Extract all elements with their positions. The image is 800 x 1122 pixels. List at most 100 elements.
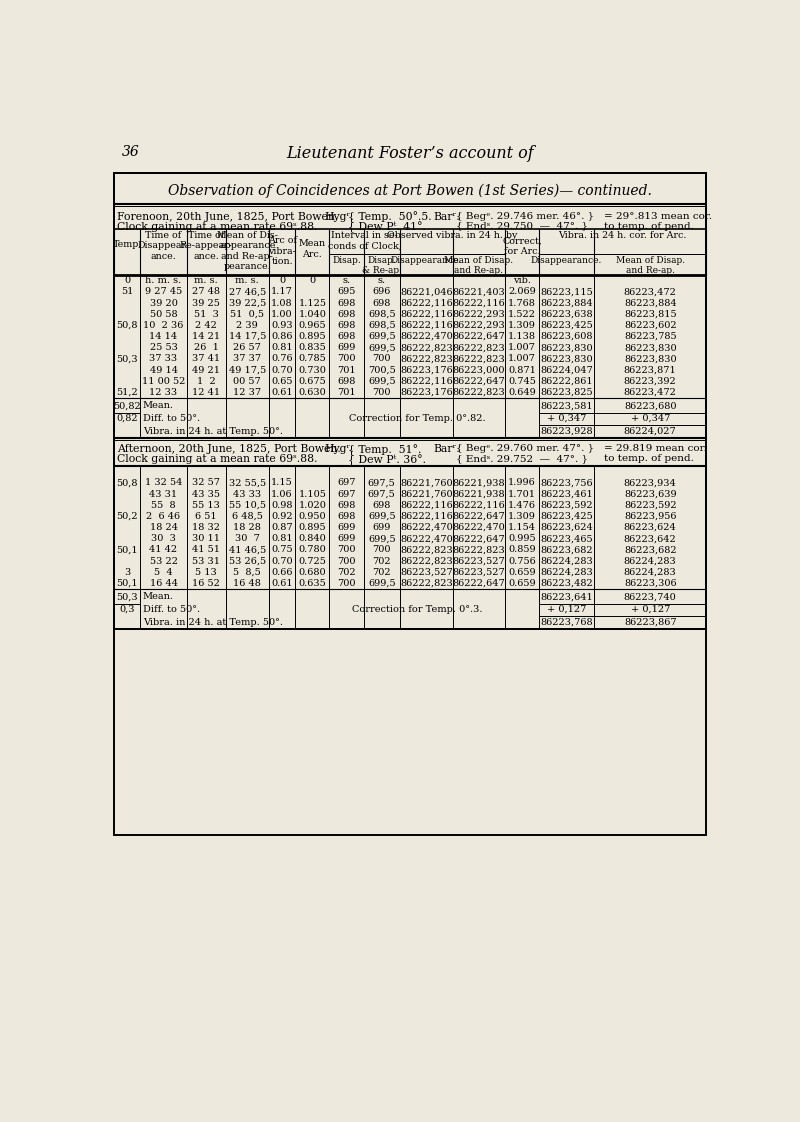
Text: + 0,347: + 0,347 (630, 414, 670, 423)
Text: 14 17,5: 14 17,5 (229, 332, 266, 341)
Text: 700: 700 (338, 557, 356, 565)
Text: 0.93: 0.93 (271, 321, 293, 330)
Text: 1.15: 1.15 (271, 478, 293, 487)
Text: 86222,470: 86222,470 (400, 523, 453, 532)
Text: 30  3: 30 3 (151, 534, 176, 543)
Text: 0.840: 0.840 (298, 534, 326, 543)
Text: Disappearance.: Disappearance. (531, 256, 602, 265)
Text: 49 17,5: 49 17,5 (229, 366, 266, 375)
Text: 1.00: 1.00 (271, 310, 293, 319)
Text: Mean of Dis-
appearance
and Re-ap-
pearance.: Mean of Dis- appearance and Re-ap- peara… (217, 231, 278, 272)
Text: 50,8: 50,8 (116, 321, 138, 330)
Text: 53 26,5: 53 26,5 (229, 557, 266, 565)
Text: 0.66: 0.66 (271, 568, 293, 577)
Text: 86222,116: 86222,116 (400, 321, 453, 330)
Text: 699,5: 699,5 (368, 534, 395, 543)
Text: 1.007: 1.007 (508, 355, 536, 364)
Text: 12 37: 12 37 (233, 388, 262, 397)
Text: 86223,830: 86223,830 (624, 343, 677, 352)
Text: 12 41: 12 41 (192, 388, 220, 397)
Text: 86222,116: 86222,116 (400, 310, 453, 319)
Text: vib.: vib. (513, 276, 531, 285)
Text: 86222,647: 86222,647 (453, 377, 506, 386)
Text: 699: 699 (338, 523, 356, 532)
Text: 16 52: 16 52 (192, 579, 220, 588)
Text: 86224,047: 86224,047 (540, 366, 593, 375)
Text: 00 57: 00 57 (234, 377, 261, 386)
Text: 39 25: 39 25 (192, 298, 220, 307)
Text: 0: 0 (279, 276, 285, 285)
Text: s.: s. (378, 276, 386, 285)
Text: Mean.: Mean. (142, 592, 174, 601)
Text: 86222,470: 86222,470 (453, 523, 506, 532)
Text: 16 44: 16 44 (150, 579, 178, 588)
Text: 698: 698 (338, 500, 356, 509)
Text: 86223,740: 86223,740 (624, 592, 677, 601)
Text: 1.476: 1.476 (508, 500, 536, 509)
Text: 700: 700 (338, 355, 356, 364)
Text: 27 48: 27 48 (192, 287, 220, 296)
Text: Hygʳ.: Hygʳ. (325, 212, 354, 222)
Text: 699: 699 (338, 534, 356, 543)
Text: 86223,815: 86223,815 (624, 310, 677, 319)
Text: 1.17: 1.17 (271, 287, 293, 296)
Text: 86223,527: 86223,527 (453, 557, 506, 565)
Text: to temp. of pend.: to temp. of pend. (604, 454, 694, 463)
Text: { Dew Pᵗ. 41°.: { Dew Pᵗ. 41°. (348, 222, 426, 233)
Text: 0.81: 0.81 (271, 343, 293, 352)
Text: 53 31: 53 31 (192, 557, 220, 565)
Text: 86222,823: 86222,823 (400, 579, 453, 588)
Text: 86223,472: 86223,472 (624, 388, 677, 397)
Text: Diff. to 50°.: Diff. to 50°. (142, 414, 200, 423)
Text: 1.125: 1.125 (298, 298, 326, 307)
Text: 86223,592: 86223,592 (624, 500, 677, 509)
Text: 86223,682: 86223,682 (624, 545, 677, 554)
Text: 86223,830: 86223,830 (540, 343, 593, 352)
Text: 51: 51 (121, 287, 134, 296)
Text: 3: 3 (124, 568, 130, 577)
Text: 25 53: 25 53 (150, 343, 178, 352)
Text: 86222,647: 86222,647 (453, 534, 506, 543)
Text: 86223,934: 86223,934 (624, 478, 677, 487)
Text: 0.75: 0.75 (271, 545, 293, 554)
Text: 5  8,5: 5 8,5 (234, 568, 261, 577)
Text: 86222,823: 86222,823 (453, 388, 506, 397)
Text: Afternoon, 20th June, 1825, Port Bowen.: Afternoon, 20th June, 1825, Port Bowen. (117, 444, 341, 454)
Text: 86223,830: 86223,830 (624, 355, 677, 364)
Text: 51,2: 51,2 (116, 388, 138, 397)
Text: 86222,470: 86222,470 (400, 534, 453, 543)
Text: 86223,592: 86223,592 (540, 500, 593, 509)
Text: 86224,283: 86224,283 (624, 568, 677, 577)
Text: to temp. of pend.: to temp. of pend. (604, 222, 694, 231)
Text: Time of
Disappear-
ance.: Time of Disappear- ance. (138, 231, 190, 260)
Text: 86222,470: 86222,470 (400, 332, 453, 341)
Text: 1.522: 1.522 (508, 310, 536, 319)
Text: h. m. s.: h. m. s. (146, 276, 182, 285)
Text: 697,5: 697,5 (368, 489, 395, 498)
Text: 26 57: 26 57 (234, 343, 261, 352)
Text: 55  8: 55 8 (151, 500, 176, 509)
Text: 86223,624: 86223,624 (540, 523, 593, 532)
Text: 698: 698 (338, 310, 356, 319)
Text: Observation of Coincidences at Port Bowen (1st Series)— continued.: Observation of Coincidences at Port Bowe… (168, 184, 652, 199)
Text: Correction for Temp. 0°.82.: Correction for Temp. 0°.82. (349, 414, 486, 423)
Text: Barʳ.: Barʳ. (434, 212, 460, 222)
Text: 86223,642: 86223,642 (624, 534, 677, 543)
Text: 51  0,5: 51 0,5 (230, 310, 264, 319)
Text: Diff. to 50°.: Diff. to 50°. (142, 605, 200, 614)
Text: 86221,046: 86221,046 (400, 287, 453, 296)
Text: 39 20: 39 20 (150, 298, 178, 307)
Text: 55 10,5: 55 10,5 (229, 500, 266, 509)
Text: 86222,116: 86222,116 (400, 500, 453, 509)
Text: 1.06: 1.06 (271, 489, 293, 498)
Text: 0.98: 0.98 (271, 500, 293, 509)
Text: 86222,293: 86222,293 (453, 321, 506, 330)
Text: 1.996: 1.996 (508, 478, 536, 487)
Text: 41 51: 41 51 (192, 545, 220, 554)
Text: 43 33: 43 33 (233, 489, 262, 498)
Text: 50,3: 50,3 (116, 355, 138, 364)
Text: 86223,680: 86223,680 (624, 402, 677, 411)
Text: { Temp.  50°.5.: { Temp. 50°.5. (348, 212, 432, 223)
Text: 86222,823: 86222,823 (453, 545, 506, 554)
Text: 86221,760: 86221,760 (400, 489, 453, 498)
